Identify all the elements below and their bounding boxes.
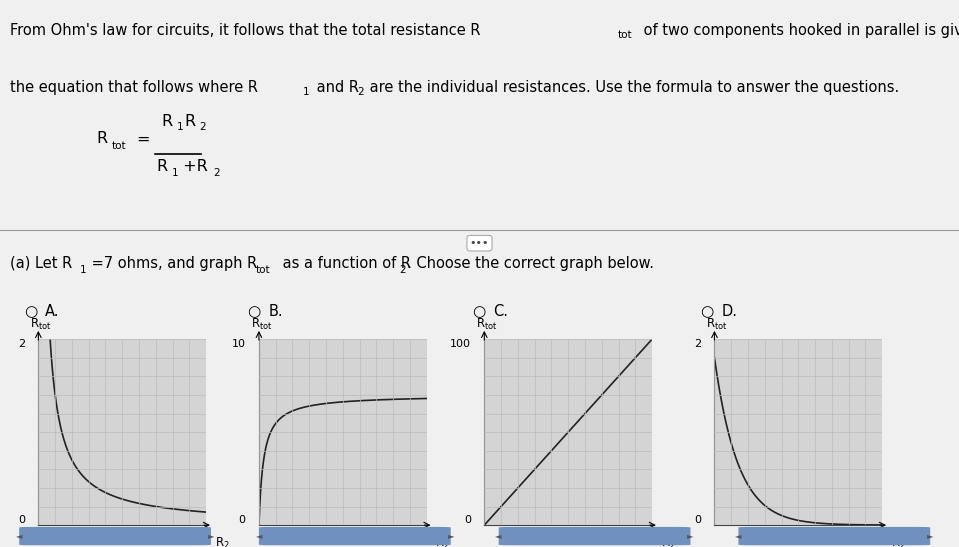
Text: C.: C. (493, 304, 508, 319)
Text: ►: ► (448, 532, 454, 540)
Text: 10: 10 (231, 339, 246, 349)
Text: $\mathregular{R_2}$: $\mathregular{R_2}$ (891, 536, 905, 547)
Text: ◄: ◄ (256, 532, 262, 540)
Text: 0: 0 (18, 515, 25, 525)
Text: 0: 0 (239, 515, 246, 525)
FancyBboxPatch shape (499, 527, 690, 545)
Text: 2: 2 (694, 339, 701, 349)
Text: $\mathregular{R_{tot}}$: $\mathregular{R_{tot}}$ (30, 317, 52, 332)
FancyBboxPatch shape (259, 527, 451, 545)
Text: +R: +R (178, 159, 208, 174)
Text: R: R (161, 114, 173, 129)
Text: tot: tot (111, 141, 126, 151)
Text: tot: tot (256, 265, 270, 275)
Text: From Ohm's law for circuits, it follows that the total resistance R: From Ohm's law for circuits, it follows … (10, 23, 480, 38)
Text: as a function of R: as a function of R (278, 256, 411, 271)
Text: B.: B. (269, 304, 283, 319)
Text: ○: ○ (24, 304, 37, 319)
Text: $\mathregular{R_{tot}}$: $\mathregular{R_{tot}}$ (706, 317, 728, 332)
Text: of two components hooked in parallel is given by: of two components hooked in parallel is … (639, 23, 959, 38)
Text: R: R (156, 159, 168, 174)
Text: 2: 2 (358, 87, 364, 97)
Text: R: R (184, 114, 196, 129)
Text: ◄: ◄ (496, 532, 502, 540)
Text: 1: 1 (303, 87, 310, 97)
Text: R: R (96, 131, 107, 146)
Text: ►: ► (208, 532, 214, 540)
Text: 1: 1 (80, 265, 86, 275)
Text: 100: 100 (450, 339, 471, 349)
FancyBboxPatch shape (738, 527, 930, 545)
Text: $\mathregular{R_2}$: $\mathregular{R_2}$ (435, 536, 450, 547)
Text: 1: 1 (172, 168, 178, 178)
Text: ◄: ◄ (736, 532, 741, 540)
Text: 2: 2 (18, 339, 25, 349)
Text: ◄: ◄ (16, 532, 22, 540)
Text: ○: ○ (700, 304, 713, 319)
Text: A.: A. (45, 304, 59, 319)
Text: D.: D. (721, 304, 737, 319)
Text: =: = (136, 132, 150, 147)
Text: =7 ohms, and graph R: =7 ohms, and graph R (87, 256, 258, 271)
Text: $\mathregular{R_2}$: $\mathregular{R_2}$ (661, 536, 675, 547)
Text: tot: tot (618, 30, 632, 40)
Text: ○: ○ (472, 304, 485, 319)
Text: •••: ••• (470, 238, 489, 248)
Text: (a) Let R: (a) Let R (10, 256, 72, 271)
Text: 2: 2 (199, 123, 206, 132)
Text: the equation that follows where R: the equation that follows where R (10, 80, 258, 95)
Text: 0: 0 (694, 515, 701, 525)
Text: and R: and R (312, 80, 359, 95)
Text: ○: ○ (247, 304, 261, 319)
Text: $\mathregular{R_{tot}}$: $\mathregular{R_{tot}}$ (476, 317, 498, 332)
Text: 2: 2 (399, 265, 406, 275)
Text: $\mathregular{R_{tot}}$: $\mathregular{R_{tot}}$ (250, 317, 272, 332)
FancyBboxPatch shape (19, 527, 211, 545)
Text: are the individual resistances. Use the formula to answer the questions.: are the individual resistances. Use the … (365, 80, 900, 95)
Text: ►: ► (688, 532, 693, 540)
Text: $\mathregular{R_2}$: $\mathregular{R_2}$ (215, 536, 229, 547)
Text: 1: 1 (176, 123, 183, 132)
Text: . Choose the correct graph below.: . Choose the correct graph below. (407, 256, 654, 271)
Text: ►: ► (927, 532, 933, 540)
Text: 2: 2 (213, 168, 220, 178)
Text: 0: 0 (464, 515, 471, 525)
